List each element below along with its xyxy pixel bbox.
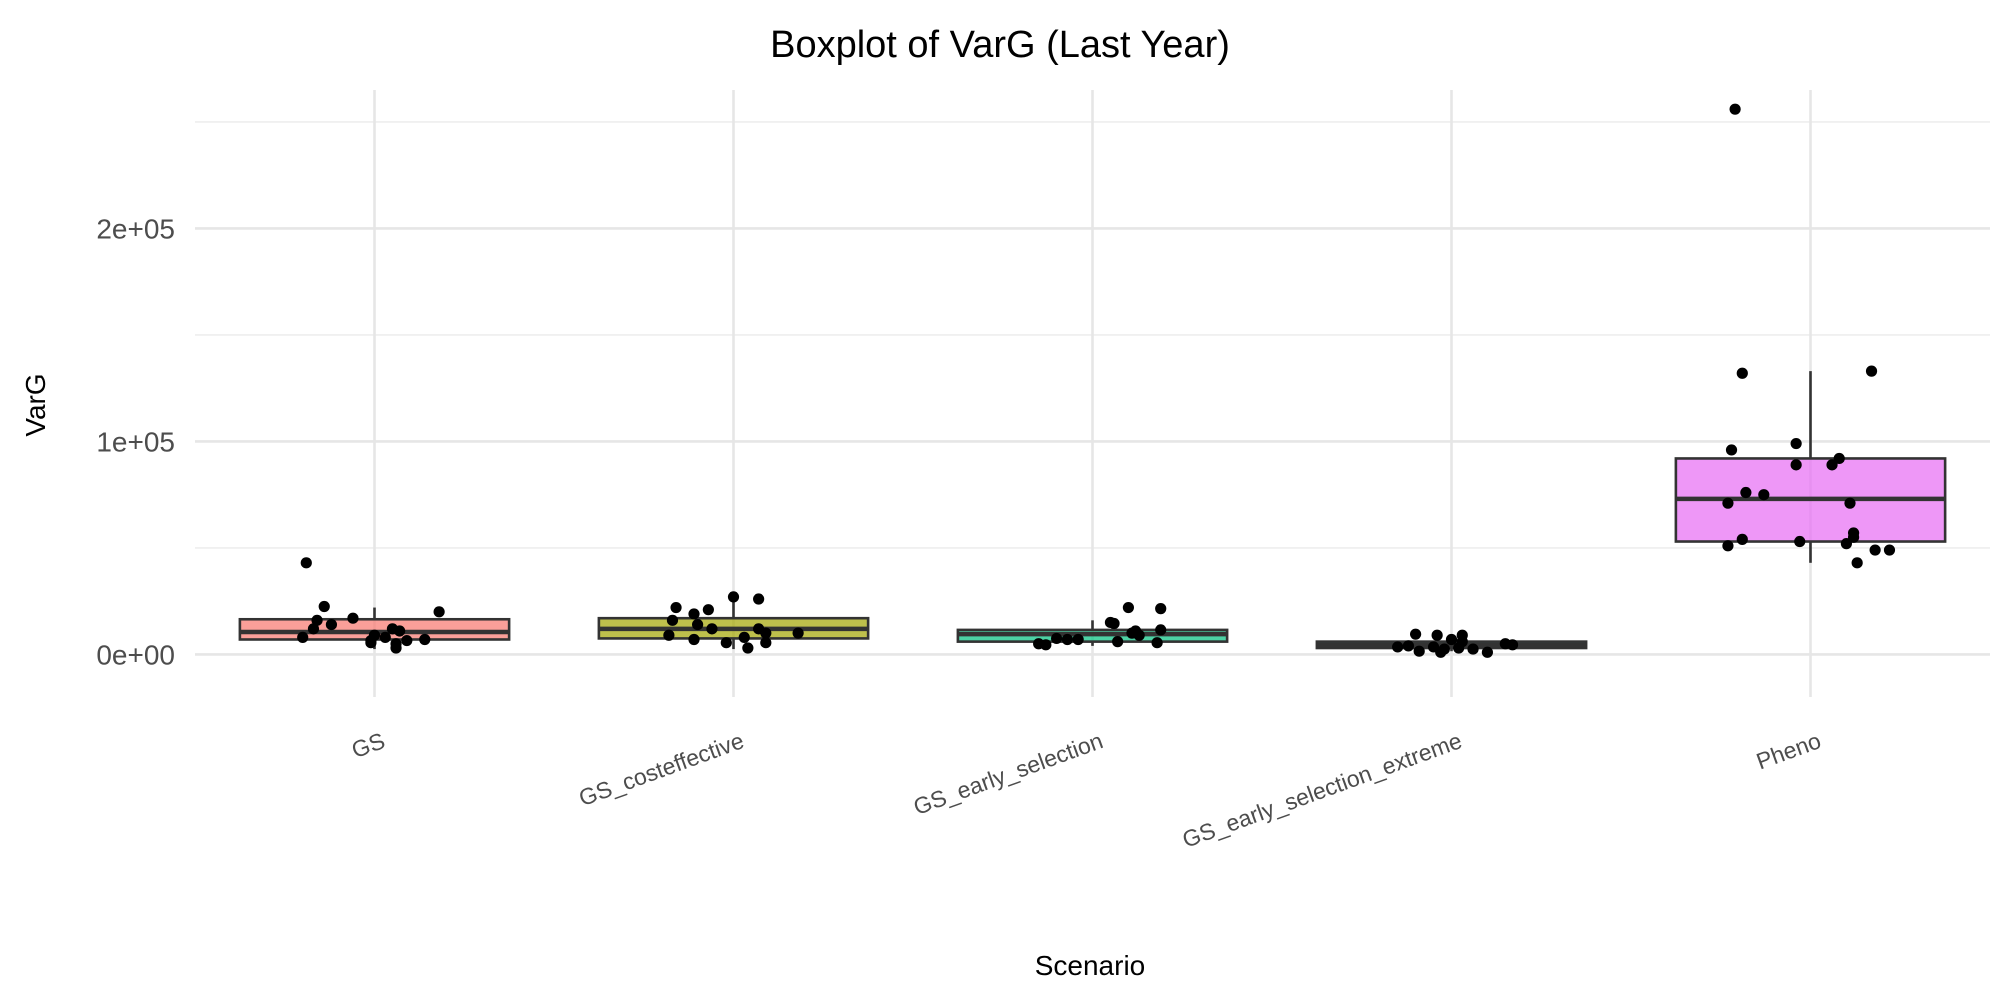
data-point <box>720 637 732 649</box>
data-point <box>1865 365 1878 377</box>
data-point <box>1413 645 1425 657</box>
y-axis-ticks: 0e+00 1e+05 2e+05 <box>96 213 175 670</box>
data-point <box>1869 544 1881 556</box>
data-point <box>760 637 772 649</box>
y-tick-label: 1e+05 <box>96 426 175 457</box>
x-tick-label: Pheno <box>1753 727 1824 774</box>
data-point <box>1790 459 1802 471</box>
data-point <box>1112 636 1124 648</box>
data-point <box>1061 633 1073 646</box>
data-point <box>1794 535 1806 548</box>
data-point <box>1410 628 1422 640</box>
data-point <box>1445 633 1458 646</box>
data-point <box>419 633 431 646</box>
data-point <box>1122 601 1134 614</box>
data-point <box>688 633 700 646</box>
data-point <box>1736 533 1748 545</box>
data-point <box>379 631 391 643</box>
data-point <box>760 627 772 639</box>
data-point <box>666 614 679 626</box>
data-point <box>1833 452 1845 465</box>
data-point <box>1725 444 1738 456</box>
data-point <box>738 631 750 643</box>
data-point <box>1729 103 1741 115</box>
data-point <box>1453 642 1465 654</box>
data-point <box>1883 544 1896 556</box>
data-point <box>1155 603 1167 615</box>
x-tick-label: GS <box>348 727 388 763</box>
data-point <box>688 608 700 620</box>
y-tick-label: 0e+00 <box>96 639 175 670</box>
data-point <box>692 618 704 631</box>
data-point <box>727 591 740 603</box>
data-point <box>1435 646 1447 658</box>
data-point <box>792 627 804 639</box>
box-Pheno <box>1674 371 1947 563</box>
data-point <box>1736 367 1748 379</box>
data-point <box>347 612 359 624</box>
data-point <box>1758 489 1770 501</box>
data-point <box>1431 629 1443 641</box>
data-point <box>742 642 754 654</box>
x-tick-label: GS_costeffective <box>575 727 747 811</box>
data-point <box>1108 617 1120 630</box>
data-point <box>1151 637 1163 649</box>
data-point <box>297 631 309 643</box>
data-point <box>394 625 406 637</box>
data-point <box>1826 459 1838 471</box>
data-point <box>1133 629 1145 641</box>
y-axis-label: VarG <box>20 373 51 436</box>
box-GS_early_selection <box>956 620 1229 646</box>
data-point <box>706 623 718 635</box>
data-point <box>1051 632 1063 645</box>
data-point <box>670 601 682 614</box>
data-point <box>300 557 312 569</box>
x-tick-label: GS_early_selection <box>910 727 1106 820</box>
x-axis-label: Scenario <box>1035 950 1146 981</box>
data-point <box>1155 624 1167 636</box>
data-point <box>1844 497 1856 509</box>
data-point <box>311 614 323 626</box>
x-axis-ticks: GS GS_costeffective GS_early_selection GS_e… <box>348 727 1824 852</box>
data-point <box>1851 557 1863 569</box>
data-point <box>1790 437 1802 450</box>
data-point <box>1740 486 1752 499</box>
x-tick-label: GS_early_selection_extreme <box>1179 727 1465 852</box>
data-point <box>433 606 445 618</box>
data-point <box>1072 633 1084 646</box>
data-point <box>1722 540 1734 552</box>
points-layer <box>297 103 1896 658</box>
data-point <box>702 604 714 616</box>
data-point <box>1040 639 1052 651</box>
data-point <box>318 600 330 613</box>
data-point <box>663 629 675 641</box>
data-point <box>325 618 338 631</box>
y-tick-label: 2e+05 <box>96 213 175 244</box>
chart-title: Boxplot of VarG (Last Year) <box>770 24 1230 66</box>
data-point <box>1481 646 1493 658</box>
data-point <box>1847 531 1860 543</box>
data-point <box>1467 643 1479 655</box>
data-point <box>753 593 765 605</box>
data-point <box>401 634 413 647</box>
data-point <box>365 637 377 649</box>
grid-lines <box>195 90 1990 697</box>
data-point <box>1840 538 1852 550</box>
data-point <box>390 642 402 654</box>
data-point <box>1722 497 1734 509</box>
data-point <box>1392 641 1404 653</box>
data-point <box>1506 639 1519 651</box>
box-GS_costeffective <box>597 596 870 650</box>
data-point <box>307 623 320 635</box>
data-point <box>1402 640 1415 652</box>
